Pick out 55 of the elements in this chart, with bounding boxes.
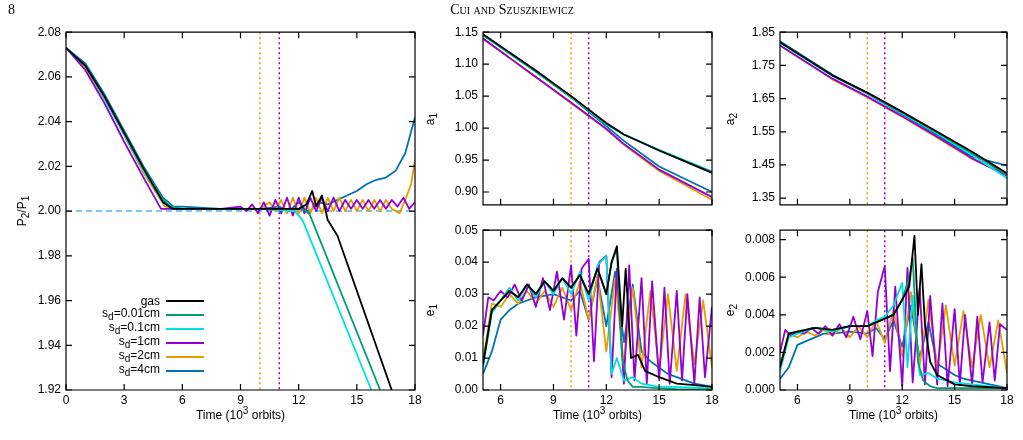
y-tick-label: 0.004 [744,307,776,322]
y-tick-label: 1.94 [37,337,62,352]
y-tick-label: 1.05 [454,88,479,103]
y-tick-label: 0.90 [454,184,479,199]
x-tick-label: 18 [1000,392,1014,407]
y-tick-label: 2.04 [37,113,62,128]
y-tick-label: 1.98 [37,248,62,263]
x-tick-label: 9 [237,392,245,407]
x-tick-label: 3 [120,392,128,407]
y-tick-label: 0.000 [744,382,776,397]
legend-label: gas [140,294,160,308]
y-tick-label: 0.95 [454,152,479,167]
x-tick-label: 12 [895,392,910,407]
y-tick-label: 0.05 [454,222,479,237]
x-tick-label: 18 [705,392,719,407]
x-tick-label: 9 [846,392,854,407]
y-tick-label: 2.00 [37,203,62,218]
y-tick-label: 0.008 [744,231,776,246]
y-tick-label: 2.02 [37,158,62,173]
y-tick-label: 0.006 [744,269,776,284]
y-tick-label: 1.00 [454,120,479,135]
x-tick-label: 12 [599,392,614,407]
y-tick-label: 1.96 [37,292,62,307]
y-tick-label: 0.00 [454,382,479,397]
x-tick-label: 6 [497,392,505,407]
y-tick-label: 1.85 [751,24,776,39]
y-tick-label: 2.08 [37,24,62,39]
y-tick-label: 0.03 [454,286,479,301]
x-axis-title: Time (10$^{3}$ orbits) [552,405,643,422]
y-tick-label: 1.65 [751,90,776,105]
x-tick-label: 18 [408,392,422,407]
y-tick-label: 2.06 [37,69,62,84]
x-tick-label: 15 [947,392,962,407]
text: Cui and Szuszkiewicz [450,2,574,18]
y-tick-label: 1.15 [454,24,479,39]
x-tick-label: 6 [794,392,802,407]
y-tick-label: 1.75 [751,57,776,72]
x-tick-label: 0 [62,392,70,407]
y-tick-label: 1.55 [751,124,776,139]
x-tick-label: 12 [291,392,306,407]
y-tick-label: 1.45 [751,157,776,172]
y-tick-label: 0.002 [744,344,776,359]
y-tick-label: 0.01 [454,350,479,365]
x-tick-label: 9 [550,392,558,407]
y-tick-label: 0.04 [454,254,479,269]
x-tick-label: 6 [178,392,186,407]
text: 8 [8,2,15,18]
x-axis-title: Time (10$^{3}$ orbits) [195,405,286,422]
x-tick-label: 15 [652,392,667,407]
y-tick-label: 1.10 [454,56,479,71]
x-axis-title: Time (10$^{3}$ orbits) [848,405,939,422]
x-tick-label: 15 [350,392,364,407]
y-tick-label: 1.35 [751,190,776,205]
y-tick-label: 1.92 [37,382,62,397]
y-tick-label: 0.02 [454,318,479,333]
